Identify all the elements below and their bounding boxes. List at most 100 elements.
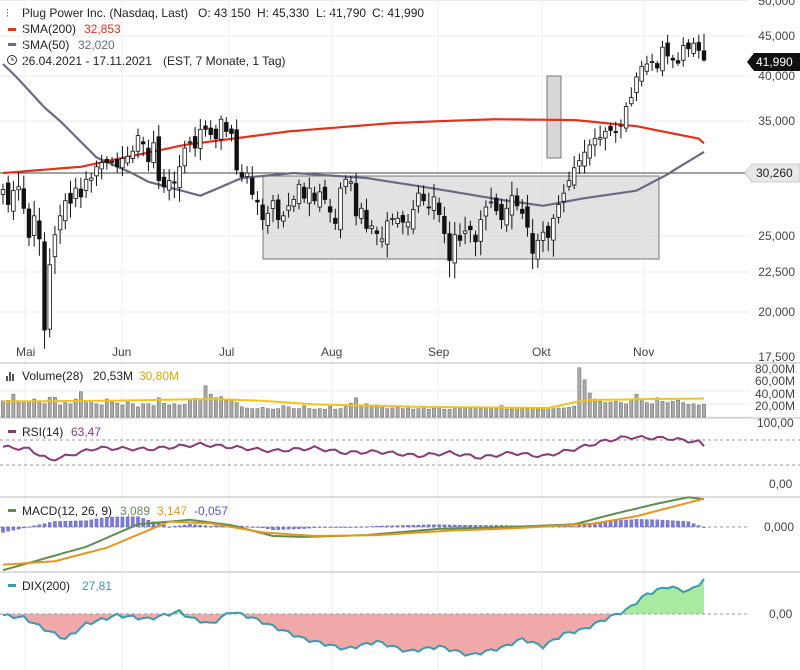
volume-bar <box>556 407 561 418</box>
dix-tick-0: 0,00 <box>769 607 793 621</box>
macd-hist-bar <box>369 526 374 528</box>
macd-hist-bar <box>567 526 571 528</box>
volume-bar <box>177 404 182 418</box>
candles <box>0 33 707 349</box>
macd-hist-bar <box>198 525 203 528</box>
volume-bar <box>323 408 327 418</box>
volume-bar <box>525 408 530 418</box>
macd-hist-bar <box>250 526 254 528</box>
volume-bar <box>6 399 11 418</box>
candle-body <box>208 127 213 135</box>
macd-hist-bar <box>406 525 410 528</box>
volume-bar <box>32 398 37 418</box>
volume-bar <box>551 408 556 418</box>
candle-body <box>390 217 395 220</box>
candle-body <box>5 182 11 205</box>
gap-marker-box <box>546 75 562 159</box>
macd-hist-bar <box>375 525 379 528</box>
macd-hist-bar <box>58 521 62 528</box>
clock-icon <box>7 55 17 65</box>
macd-hist-bar <box>432 524 436 528</box>
volume-bar <box>670 401 675 418</box>
volume-bar <box>655 397 660 418</box>
macd-hist-bar <box>385 525 390 528</box>
volume-bar <box>307 408 312 418</box>
sma50-line <box>2 63 705 207</box>
volume-bar <box>63 402 68 418</box>
candle-body <box>47 264 52 330</box>
candle-body <box>260 204 265 221</box>
candle-body <box>468 225 473 231</box>
volume-bar <box>385 408 390 418</box>
macd-hist-bar <box>691 523 696 528</box>
candle-body <box>629 97 634 105</box>
volume-bar <box>411 408 416 418</box>
candle-body <box>405 221 411 228</box>
rsi-legend: RSI(14) 63,47 <box>8 425 101 439</box>
candle-body <box>198 128 203 149</box>
ohlc-low: L: 41,790 <box>316 6 366 20</box>
candle-body <box>561 192 566 202</box>
volume-bar <box>172 403 177 418</box>
candle-body <box>140 141 146 145</box>
candle-body <box>665 42 670 57</box>
volume-bar <box>426 408 431 418</box>
volume-bar <box>613 401 618 418</box>
volume-bar <box>349 402 353 418</box>
volume-bar <box>598 401 602 418</box>
volume-bar <box>437 408 442 418</box>
macd-hist-bar <box>317 526 322 528</box>
dix-legend-swatch <box>8 584 16 587</box>
macd-hist-bar <box>94 518 99 528</box>
macd-hist-bar <box>53 521 57 528</box>
candle-body <box>42 241 47 331</box>
volume-bar <box>546 407 551 418</box>
volume-bar <box>354 397 358 418</box>
volume-bar <box>68 403 73 418</box>
price-tick: 25,000 <box>758 229 795 243</box>
volume-bar <box>400 408 405 418</box>
candle-body <box>343 178 348 188</box>
macd-hist-bar <box>84 520 88 528</box>
volume-bar <box>84 402 88 418</box>
candle-body <box>504 207 509 226</box>
volume-bar <box>442 408 447 418</box>
macd-hist-bar <box>442 524 447 528</box>
candle-body <box>99 162 104 170</box>
macd-hist-bar <box>463 525 467 528</box>
candle-body <box>322 186 328 200</box>
volume-bar <box>16 401 21 418</box>
macd-hist-bar <box>141 518 145 528</box>
candle-body <box>301 186 307 199</box>
candle-body <box>374 230 380 234</box>
volume-bar <box>624 403 628 418</box>
candle-body <box>166 180 172 191</box>
chart-type-icon: ⫶ <box>6 8 9 20</box>
candle-body <box>411 209 416 230</box>
candle-body <box>327 206 333 213</box>
price-tick: 17,500 <box>758 350 795 364</box>
volume-bar <box>115 402 120 418</box>
volume-bar <box>79 391 83 418</box>
candle-body <box>447 233 452 261</box>
volume-bar <box>380 405 384 418</box>
candle-body <box>686 42 691 50</box>
price-tick: 20,000 <box>758 305 795 319</box>
price-y-axis: 50,000 45,000 40,000 35,000 25,000 22,500 20,0… <box>758 0 795 364</box>
dix-negative-area <box>3 614 704 656</box>
month-label: Jul <box>219 345 234 359</box>
volume-bar <box>473 407 478 418</box>
candle-body <box>634 76 639 93</box>
volume-bar <box>608 401 613 418</box>
volume-bar <box>535 408 540 418</box>
volume-legend: Volume(28) 20,53M 30,80M <box>6 369 179 383</box>
candle-body <box>608 125 613 131</box>
candle-body <box>104 158 110 164</box>
candle-body <box>276 199 281 221</box>
candle-body <box>338 187 343 231</box>
volume-bar <box>452 408 457 418</box>
sma50-legend-swatch <box>8 43 16 46</box>
rsi-tick-100: 100,00 <box>757 416 794 430</box>
